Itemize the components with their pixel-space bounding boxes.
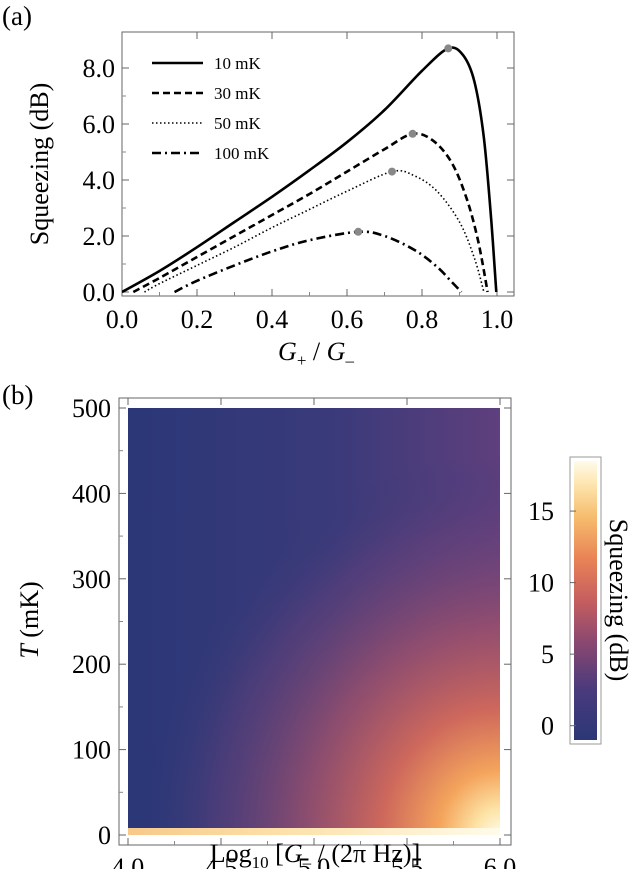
y-tick-label: 6.0 (83, 110, 116, 139)
y-tick-label: 200 (72, 650, 111, 679)
legend-label: 50 mK (214, 114, 261, 133)
series-line-10-mK (122, 46, 498, 294)
x-tick-label: 6.0 (484, 853, 517, 869)
colorbar-tick-label: 10 (528, 569, 554, 598)
legend-label: 30 mK (214, 84, 261, 103)
x-tick-label: 4.5 (205, 853, 238, 869)
panel-a-label: (a) (2, 1, 32, 31)
y-tick-label: 100 (72, 736, 111, 765)
x-tick-label: 0.0 (106, 305, 139, 334)
peak-marker-10-mK (444, 44, 453, 53)
panel-a-frame (121, 31, 515, 297)
panel-a-curves (122, 44, 498, 294)
heatmap-gradient (128, 408, 500, 835)
x-tick-label: 0.2 (181, 305, 214, 334)
y-tick-label: 300 (72, 565, 111, 594)
panel-a: (a) 0.0 0.2 0.4 0.6 0.8 1.0 0.0 2.0 4.0 6.0 8.0 10… (2, 1, 515, 370)
panel-b-xlabel: Log10 [G– / (2π Hz)] (210, 839, 421, 869)
x-tick-label: 4.0 (112, 853, 145, 869)
panel-a-legend: 10 mK 30 mK 50 mK 100 mK (152, 54, 270, 163)
colorbar-tick-label: 15 (528, 497, 554, 526)
y-tick-label: 8.0 (83, 54, 116, 83)
colorbar-ticks: 0 5 10 15 (528, 497, 576, 741)
panel-b-label: (b) (2, 380, 33, 410)
colorbar (574, 461, 597, 740)
colorbar-label: Squeezing (dB) (604, 519, 633, 681)
colorbar-frame (569, 456, 602, 745)
x-tick-label: 0.6 (331, 305, 364, 334)
panel-b-ylabel: T (mK) (15, 581, 44, 658)
x-tick-label: 5.0 (298, 853, 331, 869)
series-line-100-mK (173, 230, 463, 294)
x-tick-label: 1.0 (481, 305, 514, 334)
peak-marker-30-mK (408, 129, 417, 138)
x-tick-label: 0.4 (256, 305, 289, 334)
panel-a-xlabel: G+ / G– (278, 337, 354, 370)
x-tick-label: 0.8 (406, 305, 439, 334)
heatmap-low-temperature-strip (128, 828, 500, 835)
y-tick-label: 2.0 (83, 222, 116, 251)
legend-label: 10 mK (214, 54, 261, 73)
series-line-30-mK (132, 132, 489, 294)
colorbar-tick-label: 0 (541, 712, 554, 741)
peak-marker-100-mK (354, 227, 363, 236)
y-tick-label: 4.0 (83, 166, 116, 195)
panel-b-axes: 4.0 4.5 5.0 5.5 6.0 0 100 200 300 400 500 (72, 394, 516, 869)
y-tick-label: 0 (98, 821, 111, 850)
panel-a-ylabel: Squeezing (dB) (25, 83, 54, 245)
peak-marker-50-mK (388, 167, 396, 176)
heatmap (128, 408, 500, 835)
y-tick-label: 400 (72, 479, 111, 508)
series-line-50-mK (144, 169, 485, 293)
colorbar-tick-label: 5 (541, 640, 554, 669)
y-tick-label: 0.0 (83, 278, 116, 307)
x-tick-label: 5.5 (391, 853, 424, 869)
legend-label: 100 mK (214, 144, 270, 163)
y-tick-label: 500 (72, 394, 111, 423)
panel-a-axes: 0.0 0.2 0.4 0.6 0.8 1.0 0.0 2.0 4.0 6.0 8.0 (83, 32, 514, 334)
